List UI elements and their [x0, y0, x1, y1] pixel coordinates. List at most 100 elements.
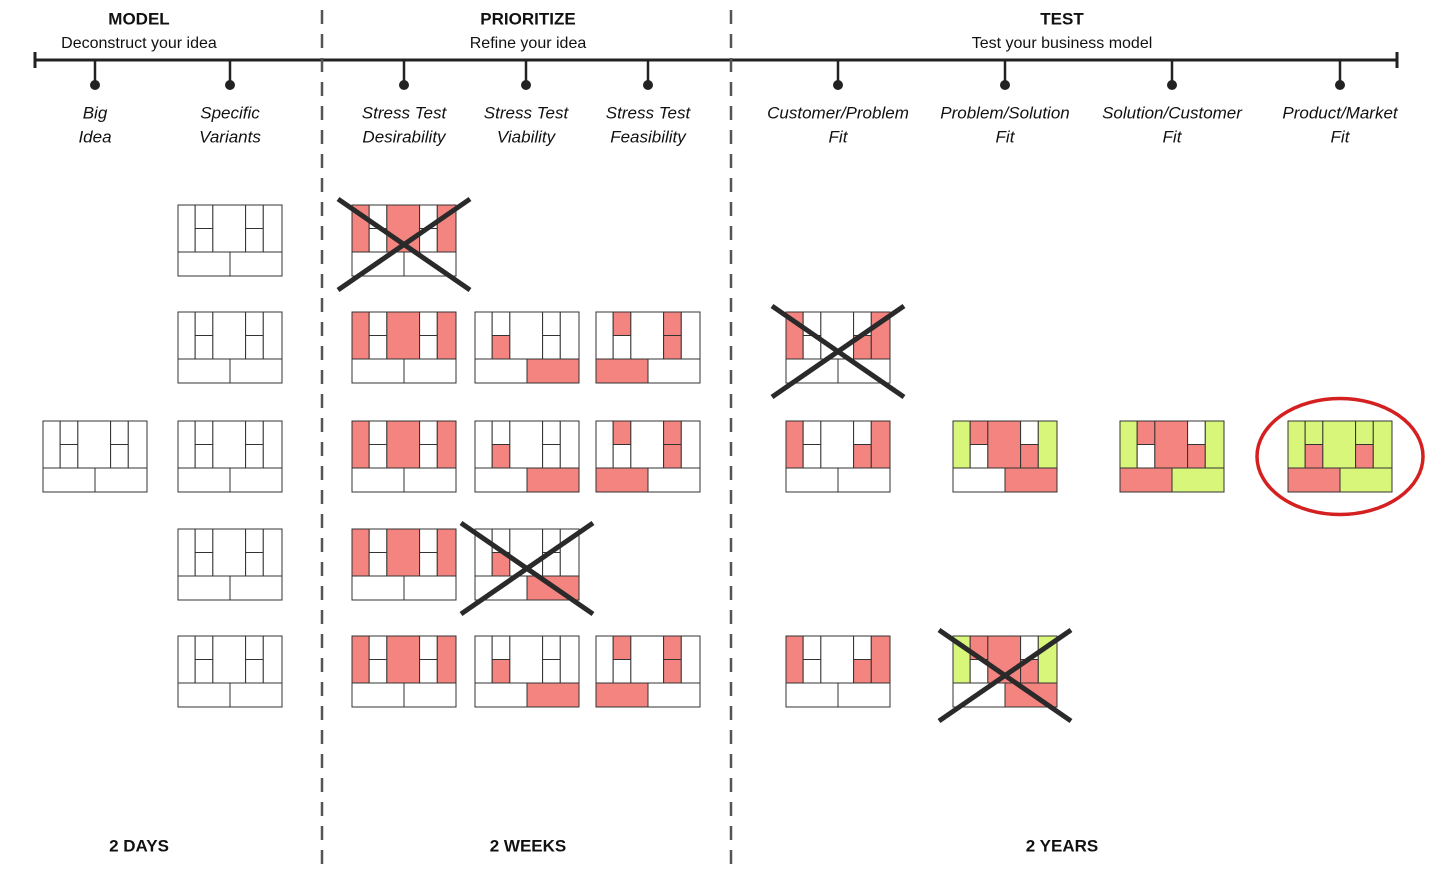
step-label: Solution/Customer	[1102, 103, 1243, 122]
canvas-cell	[177, 358, 231, 384]
canvas-cell	[59, 420, 79, 445]
canvas-cell	[595, 635, 614, 684]
canvas-cell	[987, 420, 1022, 469]
business-model-canvas	[595, 420, 701, 493]
phase-subtitle: Deconstruct your idea	[61, 35, 217, 52]
canvas-cell	[245, 420, 264, 445]
canvas-cell	[680, 635, 701, 684]
business-model-canvas	[1255, 396, 1425, 517]
canvas-cell	[229, 575, 283, 601]
canvas-cell	[785, 635, 804, 684]
canvas-cell	[245, 204, 264, 229]
phase-duration: 2 WEEKS	[490, 836, 567, 855]
canvas-cell	[1372, 420, 1393, 469]
canvas-cell	[194, 659, 214, 684]
canvas-cell	[351, 467, 405, 493]
phase-subtitle: Refine your idea	[470, 35, 587, 52]
canvas-cell	[647, 467, 701, 493]
canvas-cell	[680, 311, 701, 360]
canvas-cell	[110, 420, 129, 445]
canvas-cell	[351, 528, 370, 577]
canvas-cell	[612, 659, 632, 684]
timeline-dot	[521, 80, 531, 90]
step-label: Product/Market	[1282, 103, 1399, 122]
canvas-cell	[351, 575, 405, 601]
canvas-cell	[491, 444, 511, 469]
canvas-cell	[177, 682, 231, 708]
canvas-cell	[245, 311, 264, 336]
business-model-canvas	[474, 420, 580, 493]
business-model-canvas	[351, 635, 457, 708]
canvas-cell	[229, 251, 283, 277]
canvas-cell	[853, 659, 872, 684]
canvas-cell	[386, 528, 421, 577]
canvas-cell	[612, 335, 632, 360]
canvas-cell	[212, 528, 247, 577]
business-model-canvas	[595, 635, 701, 708]
canvas-cell	[474, 682, 528, 708]
business-model-canvas	[177, 420, 283, 493]
canvas-cell	[1355, 444, 1374, 469]
canvas-cell	[351, 420, 370, 469]
canvas-cell	[368, 444, 388, 469]
canvas-cell	[245, 444, 264, 469]
canvas-cell	[491, 659, 511, 684]
canvas-cell	[194, 204, 214, 229]
business-model-canvas	[351, 528, 457, 601]
canvas-cell	[212, 311, 247, 360]
canvas-cell	[110, 444, 129, 469]
canvas-cell	[542, 420, 561, 445]
cross-out	[937, 627, 1073, 724]
step-label: Problem/Solution	[940, 103, 1069, 122]
canvas-cell	[212, 635, 247, 684]
canvas-cell	[785, 682, 839, 708]
canvas-cell	[368, 311, 388, 336]
canvas-cell	[853, 635, 872, 660]
business-model-canvas	[1119, 420, 1225, 493]
canvas-cell	[802, 444, 822, 469]
canvas-cell	[474, 635, 493, 684]
canvas-cell	[559, 635, 580, 684]
canvas-cell	[351, 682, 405, 708]
canvas-cell	[630, 635, 665, 684]
step-label: Specific	[200, 103, 260, 122]
phase-title: MODEL	[108, 9, 169, 28]
canvas-cell	[419, 420, 438, 445]
canvas-cell	[802, 659, 822, 684]
canvas-cell	[612, 635, 632, 660]
canvas-cell	[837, 682, 891, 708]
canvas-cell	[94, 467, 148, 493]
business-model-canvas	[351, 311, 457, 384]
canvas-cell	[1004, 467, 1058, 493]
step-label: Stress Test	[362, 103, 448, 122]
canvas-cell	[785, 467, 839, 493]
canvas-cell	[820, 420, 855, 469]
canvas-cell	[1204, 420, 1225, 469]
business-model-canvas	[937, 627, 1073, 724]
canvas-cell	[595, 358, 649, 384]
canvas-cell	[802, 635, 822, 660]
canvas-cell	[42, 467, 96, 493]
phase-subtitle: Test your business model	[972, 35, 1153, 52]
canvas-cell	[870, 420, 891, 469]
canvas-cell	[1119, 420, 1138, 469]
canvas-cell	[474, 311, 493, 360]
canvas-cell	[663, 311, 682, 336]
business-model-canvas	[351, 420, 457, 493]
business-model-canvas	[336, 196, 472, 293]
canvas-cell	[262, 204, 283, 253]
canvas-cell	[177, 575, 231, 601]
canvas-cell	[663, 335, 682, 360]
canvas-cell	[785, 420, 804, 469]
canvas-cell	[612, 420, 632, 445]
canvas-cell	[436, 420, 457, 469]
canvas-cell	[1020, 444, 1039, 469]
canvas-cell	[1287, 467, 1341, 493]
canvas-cell	[245, 552, 264, 577]
timeline-dot	[833, 80, 843, 90]
step-label: Fit	[829, 127, 849, 146]
canvas-cell	[245, 228, 264, 253]
business-model-canvas	[177, 635, 283, 708]
canvas-cell	[1187, 420, 1206, 445]
canvas-cell	[419, 635, 438, 660]
